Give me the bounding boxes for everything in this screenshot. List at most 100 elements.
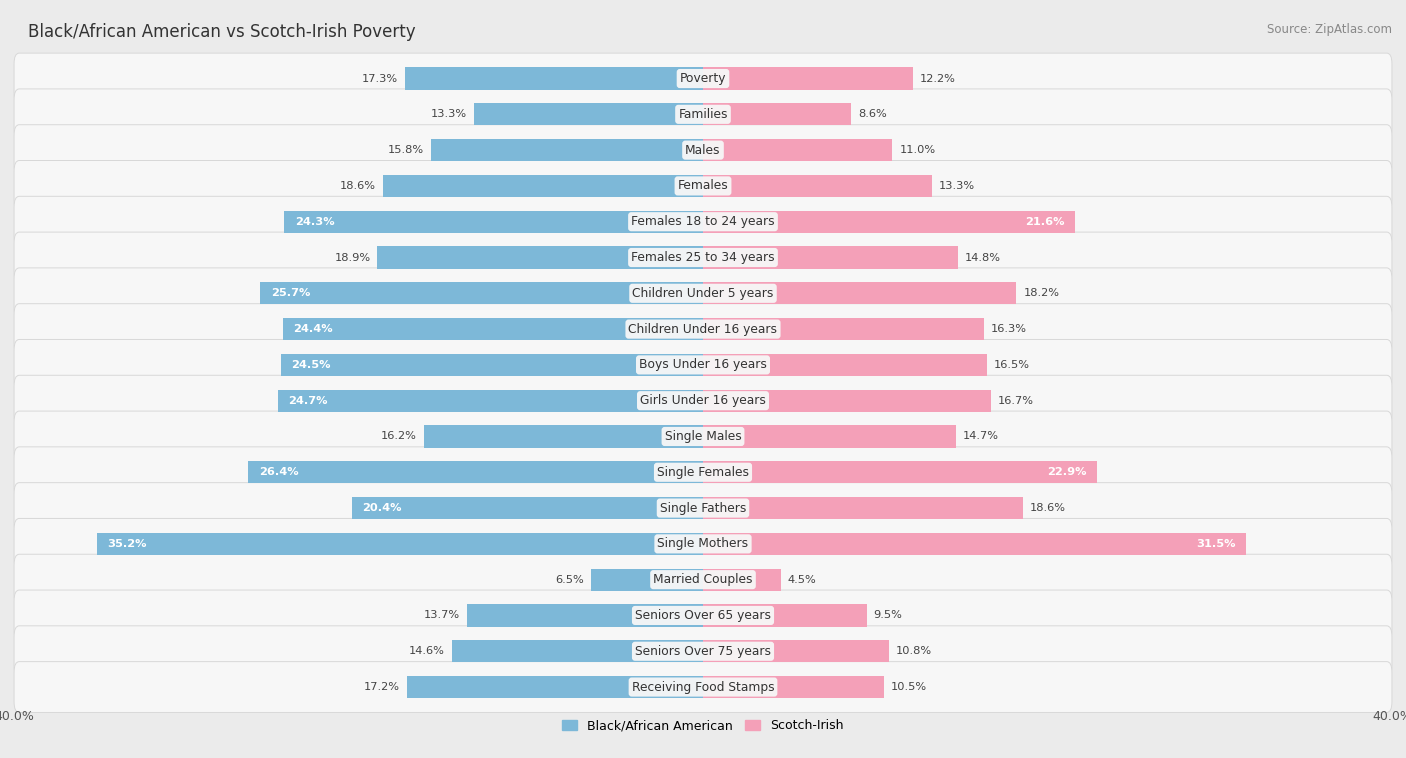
Text: 13.3%: 13.3% [430, 109, 467, 119]
FancyBboxPatch shape [14, 268, 1392, 318]
Bar [249, 461, 703, 484]
Bar [260, 282, 703, 305]
Bar [703, 390, 991, 412]
Text: 17.2%: 17.2% [364, 682, 399, 692]
Text: 13.3%: 13.3% [939, 181, 976, 191]
Text: Children Under 5 years: Children Under 5 years [633, 287, 773, 300]
Bar [703, 641, 889, 662]
Text: Seniors Over 75 years: Seniors Over 75 years [636, 645, 770, 658]
Text: 16.7%: 16.7% [997, 396, 1033, 406]
Text: 12.2%: 12.2% [920, 74, 956, 83]
Bar [703, 103, 851, 125]
Bar [277, 390, 703, 412]
Bar [703, 175, 932, 197]
Text: 16.2%: 16.2% [381, 431, 418, 441]
Bar [703, 282, 1017, 305]
Text: 8.6%: 8.6% [858, 109, 887, 119]
Text: 14.8%: 14.8% [965, 252, 1001, 262]
FancyBboxPatch shape [14, 554, 1392, 605]
Text: Receiving Food Stamps: Receiving Food Stamps [631, 681, 775, 694]
Text: 18.2%: 18.2% [1024, 288, 1059, 299]
Text: Single Males: Single Males [665, 430, 741, 443]
FancyBboxPatch shape [14, 340, 1392, 390]
Bar [703, 604, 866, 627]
Text: 14.7%: 14.7% [963, 431, 1000, 441]
Text: Single Females: Single Females [657, 465, 749, 479]
Text: 35.2%: 35.2% [107, 539, 146, 549]
Text: Males: Males [685, 143, 721, 157]
Bar [430, 139, 703, 161]
Bar [703, 246, 957, 268]
Bar [281, 354, 703, 376]
Text: Source: ZipAtlas.com: Source: ZipAtlas.com [1267, 23, 1392, 36]
Text: Single Mothers: Single Mothers [658, 537, 748, 550]
Bar [406, 676, 703, 698]
Bar [703, 676, 884, 698]
Text: Single Fathers: Single Fathers [659, 502, 747, 515]
Text: 16.3%: 16.3% [991, 324, 1026, 334]
Text: Families: Families [678, 108, 728, 121]
Bar [377, 246, 703, 268]
FancyBboxPatch shape [14, 626, 1392, 677]
FancyBboxPatch shape [14, 53, 1392, 104]
Text: Females: Females [678, 180, 728, 193]
Text: 24.7%: 24.7% [288, 396, 328, 406]
Text: 21.6%: 21.6% [1025, 217, 1064, 227]
FancyBboxPatch shape [14, 125, 1392, 176]
Text: 10.5%: 10.5% [891, 682, 927, 692]
FancyBboxPatch shape [14, 304, 1392, 355]
Bar [405, 67, 703, 89]
FancyBboxPatch shape [14, 518, 1392, 569]
Bar [703, 211, 1076, 233]
Text: 20.4%: 20.4% [361, 503, 402, 513]
Legend: Black/African American, Scotch-Irish: Black/African American, Scotch-Irish [557, 714, 849, 738]
Text: Black/African American vs Scotch-Irish Poverty: Black/African American vs Scotch-Irish P… [28, 23, 416, 41]
Text: 26.4%: 26.4% [259, 467, 298, 478]
Bar [703, 568, 780, 590]
Text: 18.6%: 18.6% [340, 181, 375, 191]
FancyBboxPatch shape [14, 662, 1392, 713]
Bar [703, 461, 1098, 484]
Text: 6.5%: 6.5% [555, 575, 583, 584]
Text: 16.5%: 16.5% [994, 360, 1031, 370]
Text: 9.5%: 9.5% [873, 610, 903, 621]
FancyBboxPatch shape [14, 483, 1392, 534]
FancyBboxPatch shape [14, 375, 1392, 426]
Text: 24.5%: 24.5% [291, 360, 330, 370]
Text: 24.4%: 24.4% [292, 324, 333, 334]
Bar [451, 641, 703, 662]
Text: 17.3%: 17.3% [361, 74, 398, 83]
Bar [703, 67, 912, 89]
Text: Children Under 16 years: Children Under 16 years [628, 323, 778, 336]
Bar [591, 568, 703, 590]
FancyBboxPatch shape [14, 196, 1392, 247]
Bar [284, 211, 703, 233]
Bar [703, 318, 984, 340]
Bar [352, 497, 703, 519]
Text: 13.7%: 13.7% [425, 610, 460, 621]
FancyBboxPatch shape [14, 447, 1392, 498]
Bar [474, 103, 703, 125]
Text: Females 25 to 34 years: Females 25 to 34 years [631, 251, 775, 264]
Bar [703, 533, 1246, 555]
Text: 4.5%: 4.5% [787, 575, 815, 584]
FancyBboxPatch shape [14, 590, 1392, 641]
Bar [703, 497, 1024, 519]
FancyBboxPatch shape [14, 89, 1392, 139]
Text: Poverty: Poverty [679, 72, 727, 85]
Text: Females 18 to 24 years: Females 18 to 24 years [631, 215, 775, 228]
Text: 11.0%: 11.0% [900, 145, 935, 155]
Text: 18.9%: 18.9% [335, 252, 371, 262]
Text: 24.3%: 24.3% [295, 217, 335, 227]
Text: 14.6%: 14.6% [409, 647, 444, 656]
Text: 31.5%: 31.5% [1195, 539, 1236, 549]
Text: Married Couples: Married Couples [654, 573, 752, 586]
Bar [283, 318, 703, 340]
FancyBboxPatch shape [14, 161, 1392, 211]
Text: 10.8%: 10.8% [896, 647, 932, 656]
Text: 18.6%: 18.6% [1031, 503, 1066, 513]
Text: 25.7%: 25.7% [271, 288, 311, 299]
Text: Boys Under 16 years: Boys Under 16 years [640, 359, 766, 371]
Bar [703, 139, 893, 161]
Bar [97, 533, 703, 555]
